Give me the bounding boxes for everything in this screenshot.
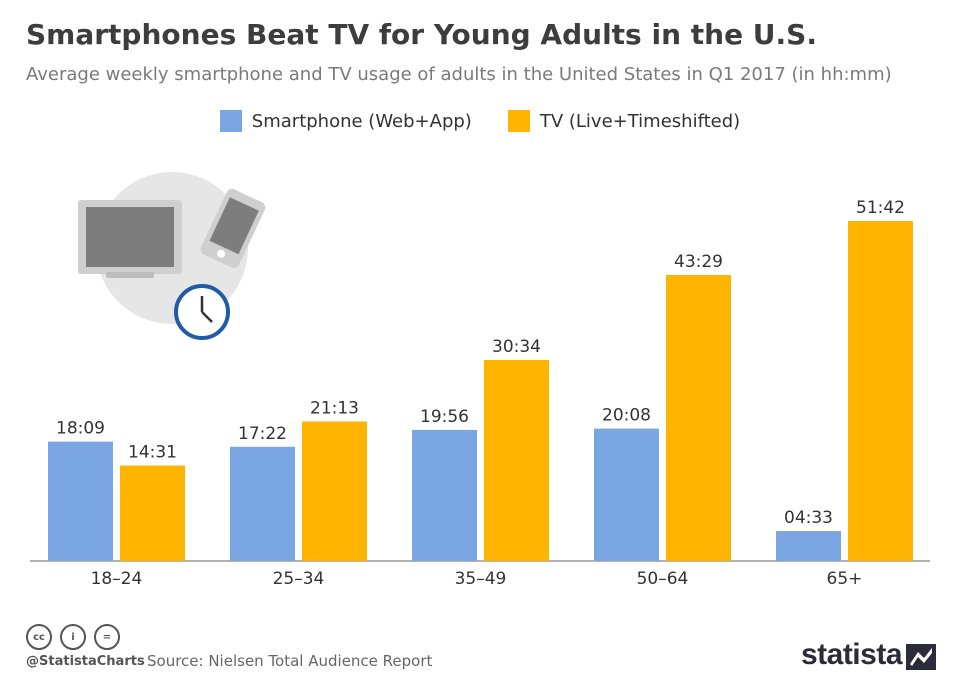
- chart-subtitle: Average weekly smartphone and TV usage o…: [26, 64, 892, 85]
- bars-group: [48, 221, 913, 561]
- bar-tv-2: [484, 359, 549, 561]
- bar-tv-4: [848, 221, 913, 561]
- bar-smartphone-2: [412, 429, 477, 561]
- bar-smartphone-1: [230, 446, 295, 561]
- tv-icon: [78, 200, 182, 278]
- bar-tv-0: [120, 465, 185, 561]
- license-icons: cc i =: [26, 624, 120, 650]
- x-tick-label-4: 65+: [827, 569, 863, 589]
- value-label-tv-4: 51:42: [856, 198, 905, 218]
- value-label-tv-1: 21:13: [310, 398, 359, 418]
- attribution-icon: i: [60, 624, 86, 650]
- statista-logo[interactable]: statista: [800, 638, 903, 671]
- bar-tv-1: [302, 421, 367, 561]
- value-label-smartphone-0: 18:09: [56, 419, 105, 439]
- clock-icon: [174, 284, 230, 340]
- legend-label-tv: TV (Live+Timeshifted): [539, 110, 741, 132]
- value-label-smartphone-1: 17:22: [238, 424, 287, 444]
- value-label-smartphone-2: 19:56: [420, 407, 469, 427]
- source-text: Source: Nielsen Total Audience Report: [147, 652, 433, 670]
- x-tick-label-3: 50–64: [637, 569, 689, 589]
- value-label-tv-2: 30:34: [492, 337, 541, 357]
- smartphone-icon: [200, 188, 266, 268]
- no-derivatives-icon: =: [94, 624, 120, 650]
- chart-title: Smartphones Beat TV for Young Adults in …: [26, 18, 817, 51]
- legend-swatch-smartphone: [219, 110, 242, 132]
- cc-icon: cc: [26, 624, 52, 650]
- legend-item-tv: TV (Live+Timeshifted): [507, 110, 741, 132]
- bar-tv-3: [666, 275, 731, 561]
- bar-smartphone-3: [594, 428, 659, 561]
- value-label-smartphone-3: 20:08: [602, 406, 651, 426]
- bar-smartphone-4: [776, 531, 841, 561]
- legend-swatch-tv: [507, 110, 530, 132]
- x-tick-label-2: 35–49: [455, 569, 507, 589]
- social-handle[interactable]: @StatistaCharts: [26, 654, 145, 669]
- bar-smartphone-0: [48, 441, 113, 561]
- legend: Smartphone (Web+App) TV (Live+Timeshifte…: [0, 110, 960, 132]
- illustration: [78, 172, 266, 340]
- value-labels-group: 18:09 14:31 17:22 21:13 19:56 30:34 20:08 43:29…: [56, 198, 905, 528]
- x-tick-labels-group: 18–24 25–34 35–49 50–64 65+: [91, 569, 863, 589]
- legend-label-smartphone: Smartphone (Web+App): [251, 110, 472, 132]
- value-label-tv-3: 43:29: [674, 252, 723, 272]
- value-label-tv-0: 14:31: [128, 443, 177, 463]
- x-tick-label-0: 18–24: [91, 569, 143, 589]
- statista-logo-mark-icon: [906, 644, 936, 670]
- value-label-smartphone-4: 04:33: [784, 508, 833, 528]
- legend-item-smartphone: Smartphone (Web+App): [219, 110, 472, 132]
- x-tick-label-1: 25–34: [273, 569, 325, 589]
